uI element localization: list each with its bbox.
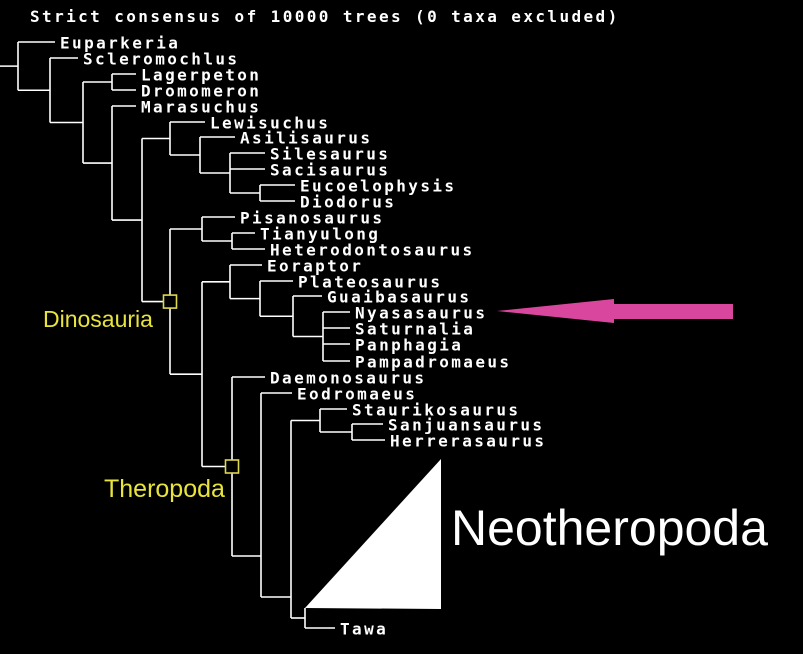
taxon-label-silesaurus: Silesaurus [270,145,390,164]
taxon-label-heterodontosaurus: Heterodontosaurus [270,241,475,260]
taxon-label-daemonosaurus: Daemonosaurus [270,369,426,388]
taxon-label-euparkeria: Euparkeria [60,34,180,53]
taxon-label-saturnalia: Saturnalia [355,320,475,339]
taxon-label-tawa: Tawa [340,620,388,639]
taxon-label-dromomeron: Dromomeron [141,82,261,101]
taxon-label-diodorus: Diodorus [300,193,396,212]
tree-branches [0,41,385,629]
theropoda-clade-label: Theropoda [104,475,225,503]
taxon-label-herrerasaurus: Herrerasaurus [390,432,546,451]
taxon-label-lagerpeton: Lagerpeton [141,66,261,85]
taxon-label-pisanosaurus: Pisanosaurus [240,209,384,228]
tree-title: Strict consensus of 10000 trees (0 taxa … [30,7,620,26]
taxon-label-plateosaurus: Plateosaurus [298,273,442,292]
neotheropoda-clade-label: Neotheropoda [451,500,768,556]
taxon-label-tianyulong: Tianyulong [260,225,380,244]
dinosauria-clade-label: Dinosauria [43,306,153,332]
taxon-labels: EuparkeriaScleromochlusLagerpetonDromome… [60,34,546,639]
dinosauria-node-marker [162,294,178,309]
taxon-label-pampadromaeus: Pampadromaeus [355,353,511,372]
taxon-label-eoraptor: Eoraptor [267,257,363,276]
theropoda-node-marker [224,459,240,474]
taxon-label-guaibasaurus: Guaibasaurus [327,288,471,307]
nyasasaurus-arrow [497,299,733,323]
taxon-label-scleromochlus: Scleromochlus [83,50,239,69]
taxon-label-asilisaurus: Asilisaurus [240,129,372,148]
neotheropoda-wedge [305,459,441,609]
taxon-label-eodromaeus: Eodromaeus [297,385,417,404]
taxon-label-panphagia: Panphagia [355,336,463,355]
taxon-label-nyasasaurus: Nyasasaurus [355,304,487,323]
taxon-label-sanjuansaurus: Sanjuansaurus [388,416,544,435]
taxon-label-eucoelophysis: Eucoelophysis [300,177,456,196]
taxon-label-lewisuchus: Lewisuchus [210,114,330,133]
clade-node-markers [162,294,240,474]
taxon-label-staurikosaurus: Staurikosaurus [352,401,520,420]
taxon-label-sacisaurus: Sacisaurus [270,161,390,180]
taxon-label-marasuchus: Marasuchus [141,98,261,117]
